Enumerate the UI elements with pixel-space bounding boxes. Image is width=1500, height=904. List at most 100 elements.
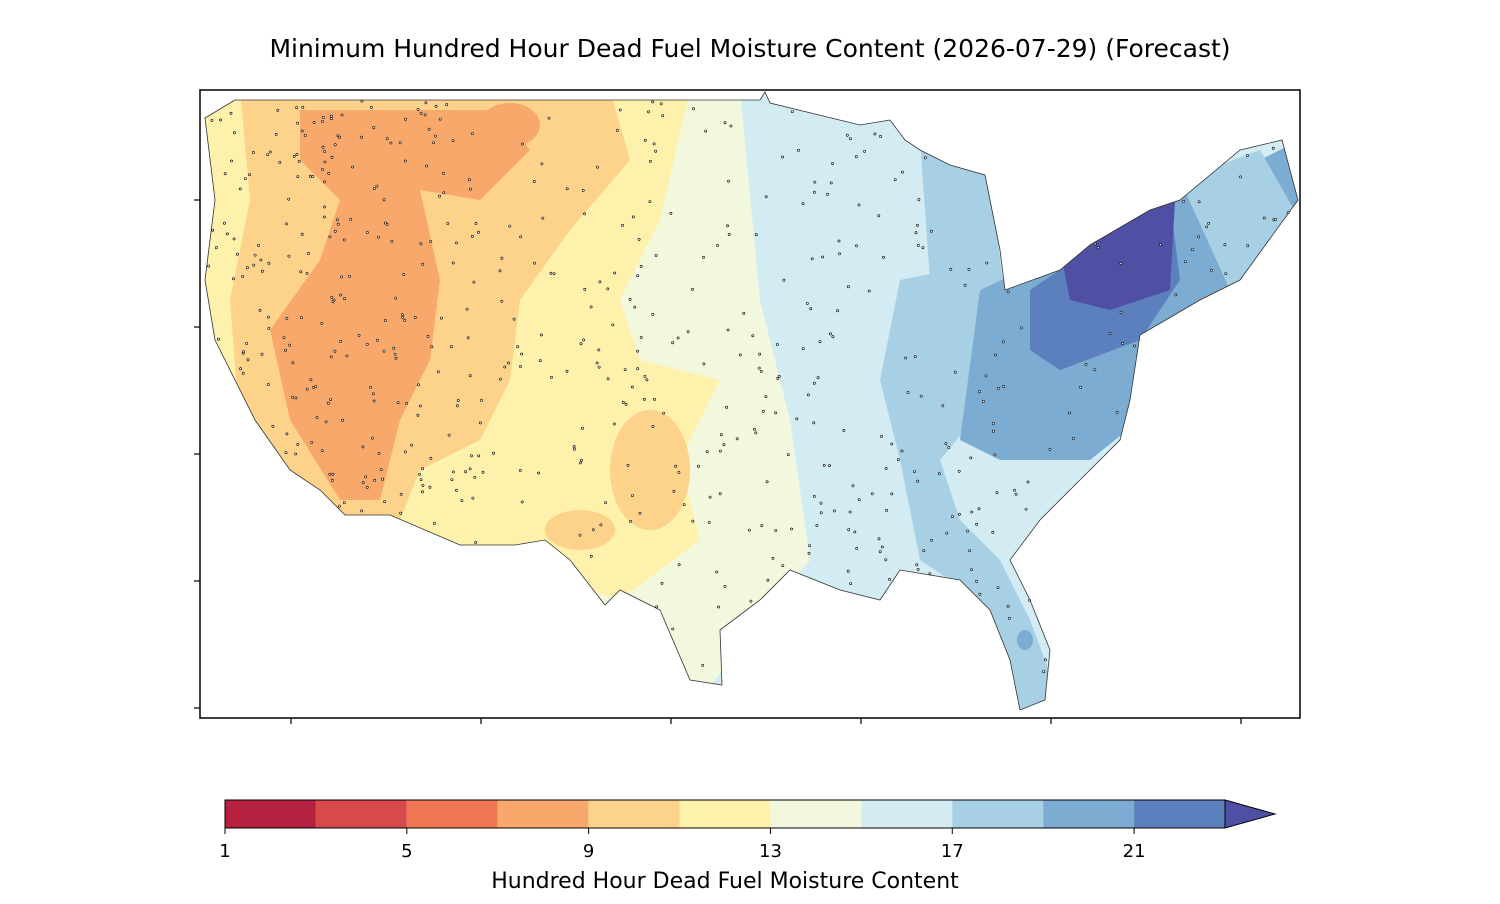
station <box>969 456 973 460</box>
station <box>252 263 256 267</box>
station <box>967 267 971 271</box>
station <box>331 472 335 476</box>
station <box>682 503 686 507</box>
station <box>816 376 820 380</box>
station <box>498 377 502 381</box>
station <box>1096 246 1100 250</box>
station <box>1115 410 1119 414</box>
station <box>565 369 569 373</box>
station <box>321 116 325 119</box>
station <box>719 433 723 437</box>
colorbar-segment <box>497 800 589 828</box>
station <box>481 470 485 474</box>
station <box>702 255 705 259</box>
station <box>230 159 233 163</box>
station <box>361 481 365 485</box>
station <box>1093 368 1097 372</box>
station <box>705 450 709 454</box>
station <box>771 556 775 560</box>
station <box>369 106 373 109</box>
station <box>760 524 764 528</box>
station <box>916 223 919 227</box>
map-title: Minimum Hundred Hour Dead Fuel Moisture … <box>269 34 1230 63</box>
station <box>231 277 235 281</box>
station <box>377 452 381 455</box>
station <box>469 187 472 191</box>
station <box>242 350 246 354</box>
station <box>267 327 271 330</box>
station <box>245 342 249 345</box>
station <box>692 107 695 111</box>
station <box>1002 385 1006 388</box>
station <box>465 307 469 311</box>
station <box>738 353 742 357</box>
station <box>1121 342 1125 345</box>
station <box>446 222 450 225</box>
station <box>225 232 229 236</box>
station <box>449 345 453 349</box>
station <box>470 132 474 136</box>
station <box>808 544 812 548</box>
station <box>266 153 270 157</box>
station <box>337 135 341 139</box>
moisture-region <box>1180 150 1298 290</box>
station <box>921 246 925 250</box>
station <box>451 261 455 265</box>
station <box>402 273 406 276</box>
station <box>654 149 658 153</box>
station <box>643 374 647 378</box>
station <box>232 237 236 241</box>
station <box>439 316 443 320</box>
station <box>855 244 858 248</box>
station <box>621 400 625 404</box>
station <box>697 464 700 468</box>
colorbar-segment <box>679 800 771 828</box>
station <box>455 241 458 245</box>
station <box>996 586 1000 590</box>
colorbar-tick-label: 17 <box>941 841 964 862</box>
station <box>1262 216 1266 220</box>
station <box>913 470 916 474</box>
station <box>471 496 475 500</box>
station <box>715 570 719 574</box>
station <box>893 178 897 182</box>
station <box>995 491 999 495</box>
station <box>966 529 969 533</box>
station <box>342 238 346 242</box>
station <box>725 405 729 409</box>
station <box>613 422 616 426</box>
colorbar-segment <box>861 800 953 828</box>
station <box>365 485 369 489</box>
station <box>701 664 705 667</box>
station <box>812 494 816 498</box>
station <box>371 392 375 396</box>
station <box>723 585 727 588</box>
station <box>327 171 331 175</box>
station <box>807 551 811 555</box>
station <box>754 431 758 435</box>
station <box>1093 242 1097 246</box>
station <box>438 194 442 198</box>
station <box>992 429 995 433</box>
station <box>537 471 541 475</box>
station <box>981 399 985 403</box>
station <box>890 442 894 446</box>
station <box>1006 290 1010 294</box>
station <box>591 528 595 532</box>
station <box>1223 243 1227 247</box>
station <box>904 356 908 360</box>
station <box>229 111 233 115</box>
station <box>812 421 816 425</box>
station <box>376 235 380 239</box>
station <box>572 445 576 448</box>
station <box>336 222 340 226</box>
station <box>466 336 470 340</box>
station <box>1274 217 1278 221</box>
station <box>914 231 918 235</box>
colorbar-tick-label: 1 <box>219 841 230 862</box>
station <box>993 453 997 457</box>
station <box>881 545 884 549</box>
station <box>945 531 949 535</box>
station <box>451 139 455 143</box>
station <box>340 275 344 279</box>
